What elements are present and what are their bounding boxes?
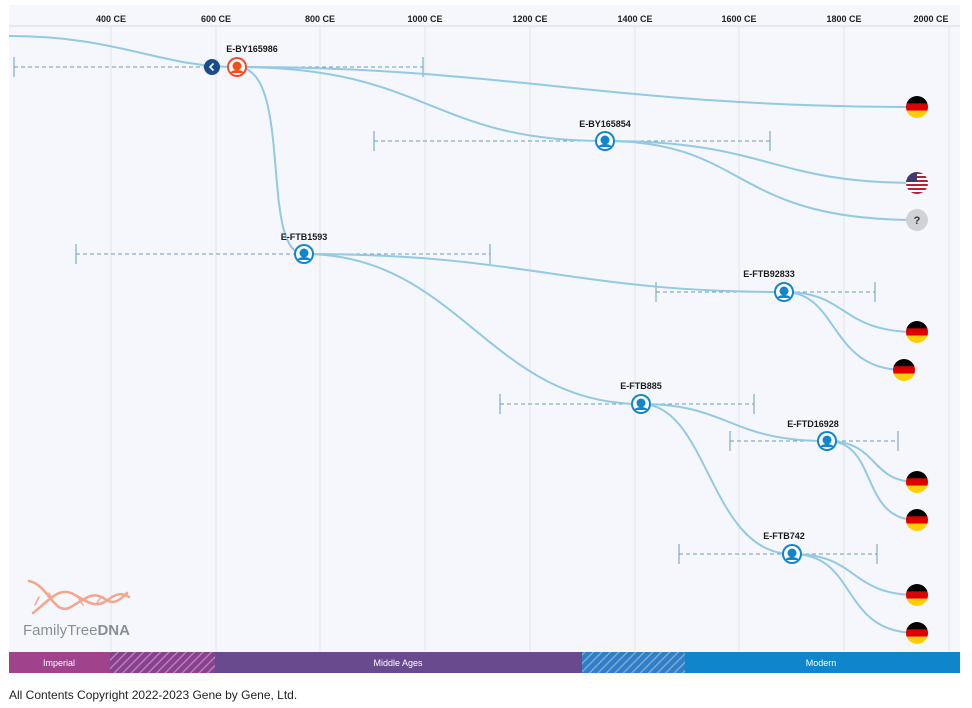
branch-line xyxy=(640,403,793,555)
branch-line xyxy=(783,291,905,371)
back-button[interactable] xyxy=(204,59,220,75)
era-label-modern: Modern xyxy=(806,658,837,668)
node-e-ftb1593[interactable]: E-FTB1593 xyxy=(281,232,328,264)
node-label: E-FTB885 xyxy=(620,381,662,391)
node-e-ftb885[interactable]: E-FTB885 xyxy=(620,381,662,414)
branch-line xyxy=(236,66,606,142)
axis-tick-600: 600 CE xyxy=(201,14,231,24)
familytreedna-logo: FamilyTreeDNA xyxy=(23,579,131,639)
axis-tick-2000: 2000 CE xyxy=(913,14,948,24)
unknown-country-label: ? xyxy=(914,215,921,227)
node-e-by165854[interactable]: E-BY165854 xyxy=(579,119,631,151)
axis-tick-1000: 1000 CE xyxy=(407,14,442,24)
era-bar: Imperial Middle Ages Modern xyxy=(9,652,960,673)
axis-tick-800: 800 CE xyxy=(305,14,335,24)
time-axis: 400 CE 600 CE 800 CE 1000 CE 1200 CE 140… xyxy=(96,14,949,24)
era-transition-pattern xyxy=(582,652,685,673)
person-icon xyxy=(774,282,794,302)
era-transition-pattern xyxy=(110,652,215,673)
axis-tick-1800: 1800 CE xyxy=(826,14,861,24)
branch-line xyxy=(604,140,918,184)
branch-line xyxy=(783,291,918,333)
node-e-by165986[interactable]: E-BY165986 xyxy=(226,44,278,77)
branch-line xyxy=(303,253,785,293)
gridlines xyxy=(110,27,950,651)
person-icon xyxy=(227,57,247,77)
germany-flag-icon[interactable] xyxy=(906,622,928,645)
usa-flag-icon[interactable] xyxy=(906,172,928,194)
logo-text: FamilyTreeDNA xyxy=(23,622,130,639)
person-icon xyxy=(595,131,615,151)
node-label: E-BY165854 xyxy=(579,119,631,129)
era-middle-ages xyxy=(215,652,582,673)
germany-flag-icon[interactable] xyxy=(906,96,928,119)
branch-line xyxy=(303,253,642,405)
branch-line xyxy=(604,140,918,221)
branch-line xyxy=(236,66,305,255)
axis-tick-1400: 1400 CE xyxy=(617,14,652,24)
chevron-left-icon xyxy=(208,62,215,72)
branch-line xyxy=(826,440,918,483)
interval-e-ftb92833 xyxy=(655,282,876,302)
branch-line-parent xyxy=(9,35,238,68)
node-label: E-BY165986 xyxy=(226,44,278,54)
germany-flag-icon[interactable] xyxy=(906,471,928,494)
era-modern xyxy=(685,652,960,673)
branch-line xyxy=(640,403,828,442)
axis-tick-1600: 1600 CE xyxy=(721,14,756,24)
node-e-ftd16928[interactable]: E-FTD16928 xyxy=(787,419,839,451)
axis-tick-1200: 1200 CE xyxy=(512,14,547,24)
era-label-middle-ages: Middle Ages xyxy=(373,658,423,668)
branch-line xyxy=(236,66,918,108)
interval-e-ftb1593 xyxy=(75,244,491,264)
axis-tick-400: 400 CE xyxy=(96,14,126,24)
dna-helix-icon xyxy=(27,579,131,615)
time-tree-panel: 400 CE 600 CE 800 CE 1000 CE 1200 CE 140… xyxy=(9,5,960,673)
logo-text-bold: DNA xyxy=(97,622,130,639)
node-label: E-FTB92833 xyxy=(743,269,795,279)
branch-line xyxy=(791,553,918,596)
logo-text-regular: FamilyTree xyxy=(23,622,97,639)
germany-flag-icon[interactable] xyxy=(906,584,928,607)
node-e-ftb742[interactable]: E-FTB742 xyxy=(763,531,805,564)
era-label-imperial: Imperial xyxy=(43,658,75,668)
germany-flag-icon[interactable] xyxy=(906,509,928,532)
branch-line xyxy=(791,553,918,634)
germany-flag-icon[interactable] xyxy=(906,321,928,344)
node-label: E-FTB1593 xyxy=(281,232,328,242)
era-imperial xyxy=(9,652,110,673)
unknown-country-icon[interactable]: ? xyxy=(906,209,928,231)
person-icon xyxy=(782,544,802,564)
node-e-ftb92833[interactable]: E-FTB92833 xyxy=(743,269,795,302)
confidence-intervals xyxy=(13,57,899,564)
branch-lines xyxy=(9,35,918,634)
node-label: E-FTD16928 xyxy=(787,419,839,429)
copyright-text: All Contents Copyright 2022-2023 Gene by… xyxy=(9,688,298,702)
person-icon xyxy=(631,394,651,414)
germany-flag-icon[interactable] xyxy=(893,359,915,382)
interval-e-ftb742 xyxy=(678,544,878,564)
time-tree-chart: 400 CE 600 CE 800 CE 1000 CE 1200 CE 140… xyxy=(9,14,960,673)
person-icon xyxy=(817,431,837,451)
node-label: E-FTB742 xyxy=(763,531,805,541)
person-icon xyxy=(294,244,314,264)
branch-line xyxy=(826,440,918,521)
